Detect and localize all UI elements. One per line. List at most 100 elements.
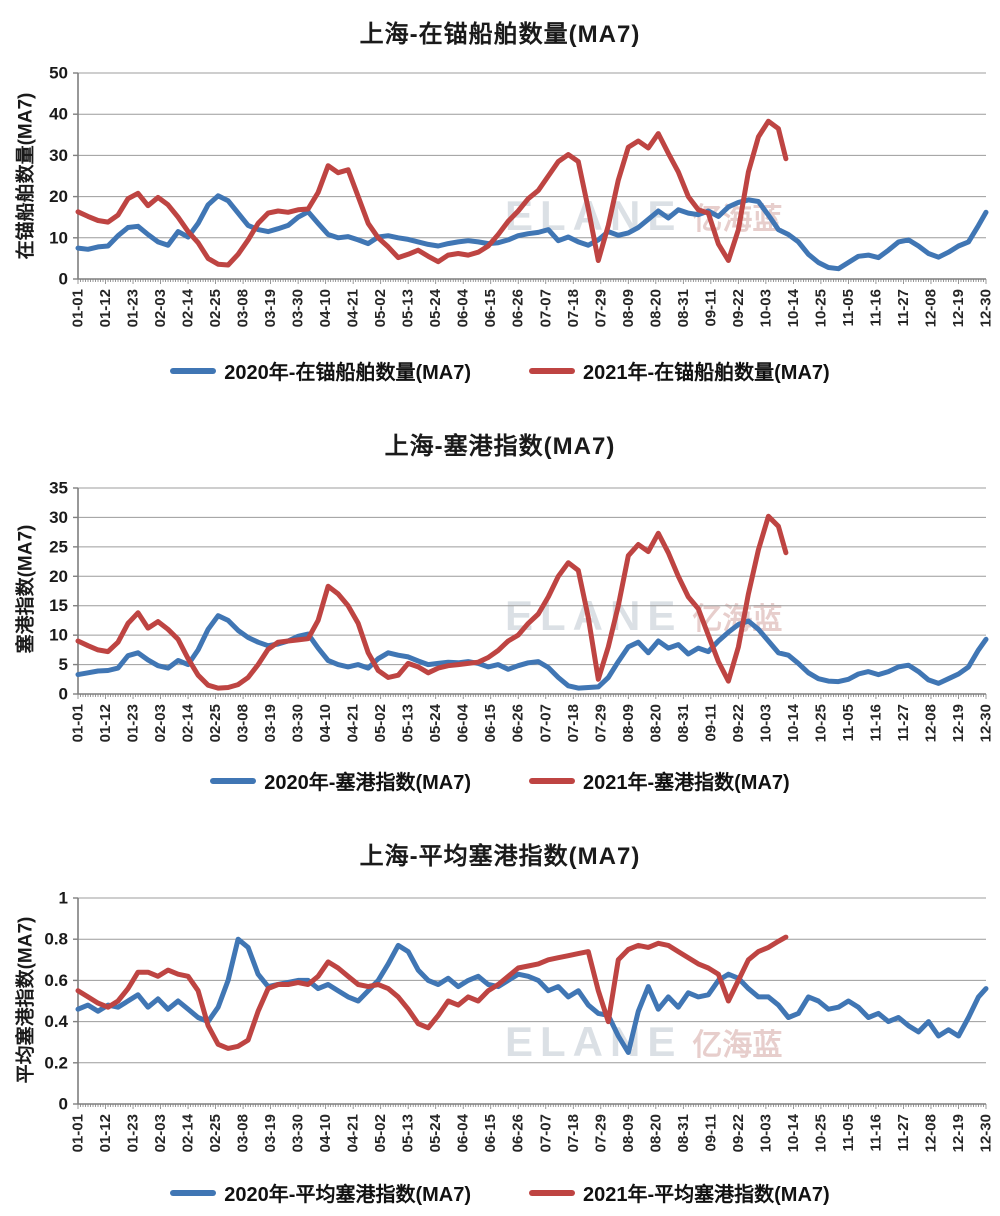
svg-text:0: 0 bbox=[59, 685, 68, 704]
svg-text:10-03: 10-03 bbox=[757, 1114, 774, 1152]
svg-text:07-18: 07-18 bbox=[565, 704, 582, 742]
svg-text:02-25: 02-25 bbox=[207, 704, 224, 742]
svg-text:11-16: 11-16 bbox=[867, 1114, 884, 1152]
svg-text:40: 40 bbox=[49, 105, 68, 124]
legend-item-2020: 2020年-塞港指数(MA7) bbox=[210, 766, 471, 795]
svg-text:04-10: 04-10 bbox=[317, 1114, 334, 1152]
svg-text:11-05: 11-05 bbox=[840, 1114, 857, 1152]
svg-text:05-02: 05-02 bbox=[372, 704, 389, 742]
svg-text:05-02: 05-02 bbox=[372, 289, 389, 327]
svg-text:10-25: 10-25 bbox=[812, 704, 829, 742]
legend-swatch-2020 bbox=[170, 1189, 217, 1196]
svg-text:10-03: 10-03 bbox=[757, 704, 774, 742]
svg-text:02-25: 02-25 bbox=[207, 289, 224, 327]
svg-text:12-19: 12-19 bbox=[950, 704, 967, 742]
svg-text:12-08: 12-08 bbox=[922, 289, 939, 327]
svg-text:01-23: 01-23 bbox=[125, 289, 142, 327]
svg-text:5: 5 bbox=[59, 655, 68, 674]
svg-text:06-04: 06-04 bbox=[455, 1113, 472, 1152]
svg-text:07-07: 07-07 bbox=[537, 289, 554, 327]
legend-label-2021: 2021年-塞港指数(MA7) bbox=[583, 772, 790, 794]
svg-text:06-15: 06-15 bbox=[482, 704, 499, 742]
chart-svg-3: 0 0.2 0.4 0.6 0.8 1 01-01 01-12 01-23 02-03 02-14 0… bbox=[44, 889, 995, 1153]
svg-text:02-14: 02-14 bbox=[180, 288, 197, 327]
svg-text:10-25: 10-25 bbox=[812, 289, 829, 327]
svg-text:12-30: 12-30 bbox=[978, 289, 995, 327]
svg-text:09-22: 09-22 bbox=[730, 704, 747, 742]
svg-text:0.6: 0.6 bbox=[44, 971, 68, 990]
legend-label-2021: 2021年-平均塞港指数(MA7) bbox=[583, 1184, 830, 1206]
svg-text:06-26: 06-26 bbox=[510, 704, 527, 742]
svg-text:01-23: 01-23 bbox=[125, 704, 142, 742]
svg-text:04-21: 04-21 bbox=[345, 704, 362, 742]
svg-text:08-09: 08-09 bbox=[620, 289, 637, 327]
svg-text:04-21: 04-21 bbox=[345, 289, 362, 327]
legend-item-2021: 2021年-塞港指数(MA7) bbox=[529, 766, 790, 795]
svg-text:09-11: 09-11 bbox=[702, 289, 719, 327]
chart3-legend: 2020年-平均塞港指数(MA7) 2021年-平均塞港指数(MA7) bbox=[0, 1178, 1000, 1207]
svg-text:01-01: 01-01 bbox=[70, 1114, 87, 1152]
svg-text:11-16: 11-16 bbox=[867, 704, 884, 742]
svg-text:01-12: 01-12 bbox=[97, 289, 114, 327]
svg-text:07-07: 07-07 bbox=[537, 1114, 554, 1152]
chart1-legend: 2020年-在锚船舶数量(MA7) 2021年-在锚船舶数量(MA7) bbox=[0, 356, 1000, 385]
svg-text:09-22: 09-22 bbox=[730, 1114, 747, 1152]
svg-text:06-15: 06-15 bbox=[482, 1114, 499, 1152]
svg-text:20: 20 bbox=[49, 187, 68, 206]
svg-text:0: 0 bbox=[59, 1095, 68, 1114]
svg-text:08-20: 08-20 bbox=[647, 704, 664, 742]
legend-item-2020: 2020年-平均塞港指数(MA7) bbox=[170, 1178, 471, 1207]
chart2-title: 上海-塞港指数(MA7) bbox=[384, 433, 616, 460]
svg-text:10-14: 10-14 bbox=[785, 703, 802, 742]
svg-text:03-19: 03-19 bbox=[262, 1114, 279, 1152]
svg-text:03-30: 03-30 bbox=[290, 1114, 307, 1152]
svg-text:08-20: 08-20 bbox=[647, 1114, 664, 1152]
legend-label-2020: 2020年-在锚船舶数量(MA7) bbox=[224, 362, 471, 384]
svg-text:05-13: 05-13 bbox=[400, 704, 417, 742]
svg-text:11-05: 11-05 bbox=[840, 704, 857, 742]
svg-text:01-23: 01-23 bbox=[125, 1114, 142, 1152]
svg-text:01-01: 01-01 bbox=[70, 289, 87, 327]
svg-text:07-29: 07-29 bbox=[592, 289, 609, 327]
svg-text:0: 0 bbox=[59, 270, 68, 289]
svg-text:11-27: 11-27 bbox=[895, 704, 912, 742]
svg-text:07-29: 07-29 bbox=[592, 1114, 609, 1152]
svg-text:30: 30 bbox=[49, 508, 68, 527]
svg-text:10: 10 bbox=[49, 626, 68, 645]
chart1-title: 上海-在锚船舶数量(MA7) bbox=[359, 21, 641, 48]
svg-text:30: 30 bbox=[49, 146, 68, 165]
svg-text:02-03: 02-03 bbox=[152, 704, 169, 742]
svg-text:02-25: 02-25 bbox=[207, 1114, 224, 1152]
svg-text:07-07: 07-07 bbox=[537, 704, 554, 742]
svg-text:35: 35 bbox=[49, 479, 68, 498]
legend-swatch-2020 bbox=[210, 777, 257, 784]
svg-text:07-29: 07-29 bbox=[592, 704, 609, 742]
svg-text:11-27: 11-27 bbox=[895, 1114, 912, 1152]
svg-text:08-09: 08-09 bbox=[620, 1114, 637, 1152]
svg-text:05-02: 05-02 bbox=[372, 1114, 389, 1152]
svg-text:05-13: 05-13 bbox=[400, 289, 417, 327]
legend-swatch-2021 bbox=[529, 1189, 575, 1196]
svg-text:09-22: 09-22 bbox=[730, 289, 747, 327]
svg-text:03-08: 03-08 bbox=[235, 704, 252, 742]
legend-label-2021: 2021年-在锚船舶数量(MA7) bbox=[583, 362, 830, 384]
svg-text:10-03: 10-03 bbox=[757, 289, 774, 327]
legend-swatch-2021 bbox=[529, 777, 575, 784]
svg-text:10-25: 10-25 bbox=[812, 1114, 829, 1152]
svg-text:10-14: 10-14 bbox=[785, 1113, 802, 1152]
svg-text:05-24: 05-24 bbox=[427, 703, 444, 742]
svg-text:08-09: 08-09 bbox=[620, 704, 637, 742]
svg-text:05-24: 05-24 bbox=[427, 1113, 444, 1152]
svg-text:12-08: 12-08 bbox=[922, 704, 939, 742]
svg-text:09-11: 09-11 bbox=[702, 1114, 719, 1152]
svg-text:02-03: 02-03 bbox=[152, 1114, 169, 1152]
legend-item-2020: 2020年-在锚船舶数量(MA7) bbox=[170, 356, 471, 385]
svg-text:03-08: 03-08 bbox=[235, 289, 252, 327]
svg-text:03-30: 03-30 bbox=[290, 289, 307, 327]
svg-text:11-16: 11-16 bbox=[867, 289, 884, 327]
svg-text:05-24: 05-24 bbox=[427, 288, 444, 327]
svg-text:12-19: 12-19 bbox=[950, 289, 967, 327]
legend-label-2020: 2020年-塞港指数(MA7) bbox=[264, 772, 471, 794]
svg-text:12-30: 12-30 bbox=[978, 1114, 995, 1152]
chart-svg-1: 0 10 20 30 40 50 01-01 01-12 01-23 02-03 02-14 02-2… bbox=[49, 64, 995, 328]
